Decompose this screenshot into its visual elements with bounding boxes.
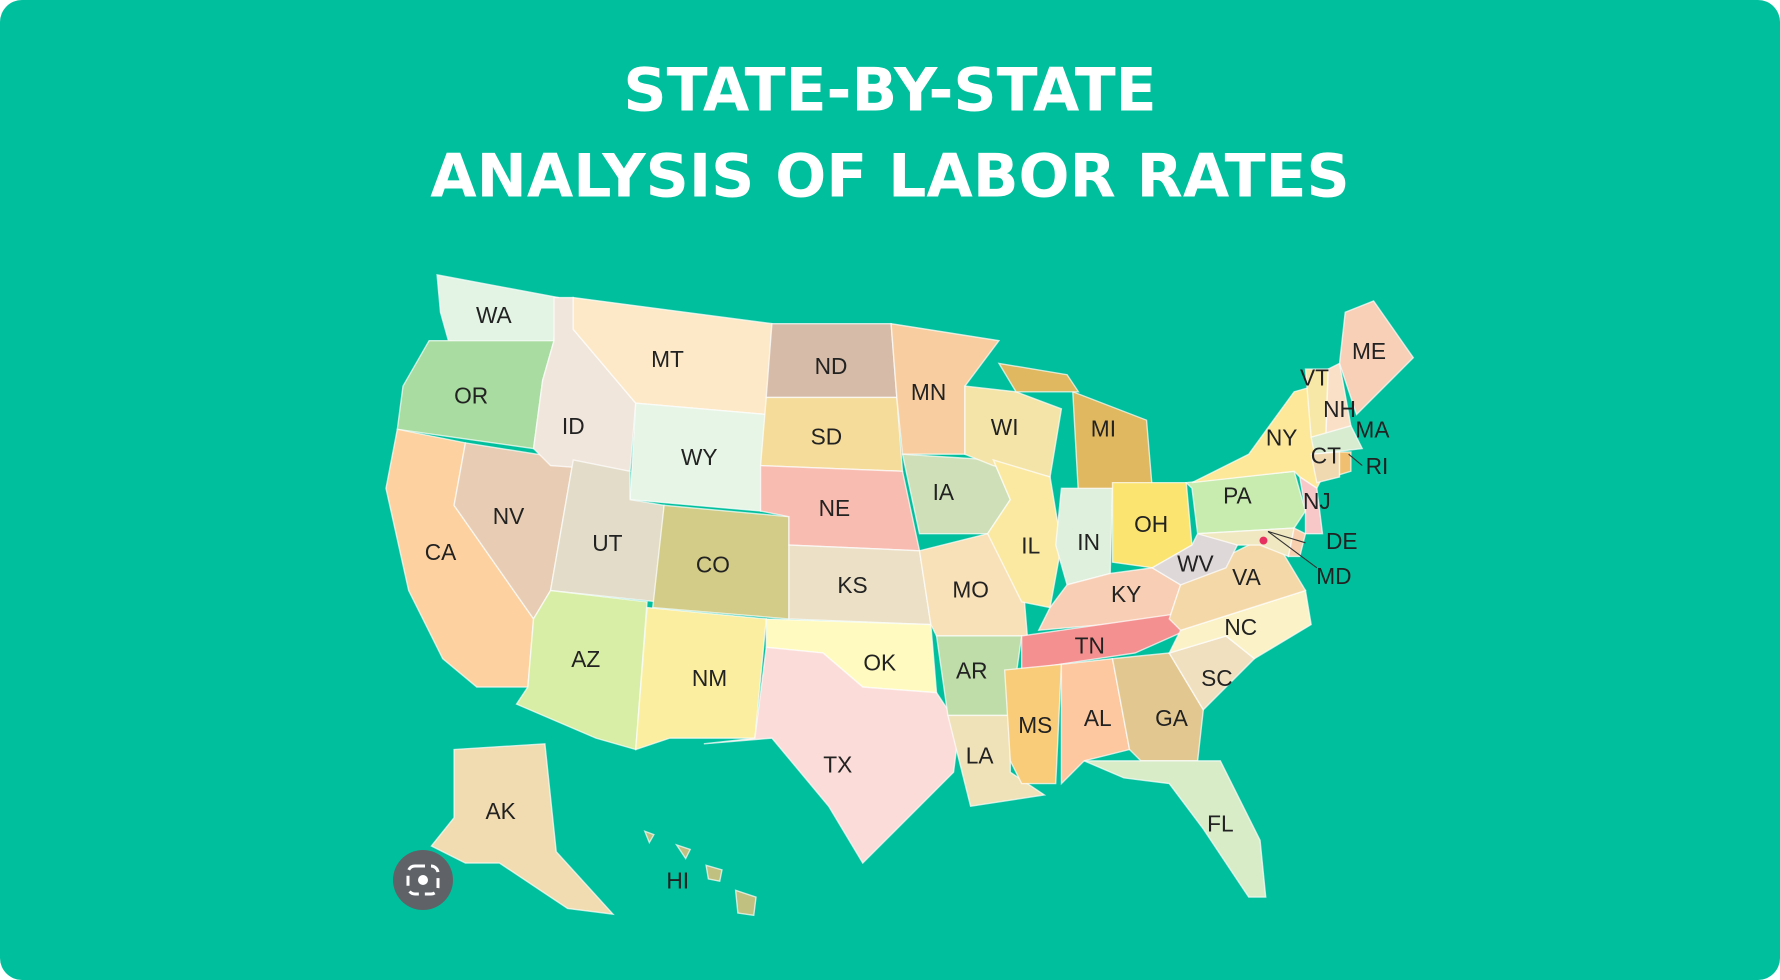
state-shape xyxy=(1072,390,1153,495)
lens-icon-dot xyxy=(418,875,428,885)
lens-icon xyxy=(406,864,440,896)
state-label: GA xyxy=(1155,705,1189,731)
state-label: OH xyxy=(1134,511,1168,537)
state-label: SC xyxy=(1201,665,1233,691)
state-label: NY xyxy=(1266,424,1298,450)
state-shape xyxy=(1083,760,1267,898)
state xyxy=(1083,760,1267,898)
state-label: CT xyxy=(1311,443,1341,469)
state-shape xyxy=(634,606,768,751)
state-label: OK xyxy=(863,649,896,675)
state-shape xyxy=(986,458,1063,609)
state-label: WV xyxy=(1177,551,1214,577)
state-label: CO xyxy=(696,552,730,578)
state-shape xyxy=(705,864,723,883)
state xyxy=(1003,663,1063,785)
state-shape xyxy=(1310,425,1364,455)
state-shape xyxy=(1310,451,1341,484)
state-label: NV xyxy=(493,503,525,529)
state-shape xyxy=(1060,657,1131,786)
state xyxy=(1338,300,1415,416)
state-shape xyxy=(1020,612,1188,671)
state-label: NC xyxy=(1224,614,1257,640)
state-label: AK xyxy=(485,798,515,824)
state-label: AZ xyxy=(571,646,600,672)
state-label: FL xyxy=(1207,811,1233,837)
state-label: MS xyxy=(1018,712,1052,738)
state xyxy=(1338,451,1352,476)
state-label: MO xyxy=(952,577,989,603)
state-label: WI xyxy=(991,414,1019,440)
state-label: DE xyxy=(1326,528,1358,554)
state xyxy=(643,830,757,917)
state-label: KY xyxy=(1111,581,1141,607)
state-shape xyxy=(1298,475,1324,535)
state-label: IL xyxy=(1021,532,1040,558)
state-label: AR xyxy=(956,657,988,683)
state-label: IA xyxy=(933,479,955,505)
state-label: MT xyxy=(651,346,684,372)
state-label: NH xyxy=(1323,396,1356,422)
title-line: STATE-BY-STATE xyxy=(623,56,1156,126)
state-label: NM xyxy=(692,665,727,691)
state-label: OR xyxy=(454,382,488,408)
state-shape xyxy=(1338,300,1415,416)
state-label: MD xyxy=(1316,563,1351,589)
state xyxy=(997,362,1153,495)
state-shape xyxy=(1197,527,1295,558)
state-shape xyxy=(1338,451,1352,476)
state-label: NE xyxy=(819,495,851,521)
state xyxy=(1310,425,1364,455)
state-shape xyxy=(734,889,757,917)
state-label: NJ xyxy=(1303,488,1331,514)
state xyxy=(1310,451,1341,484)
title-line: ANALYSIS OF LABOR RATES xyxy=(430,142,1350,212)
state-label: VT xyxy=(1300,364,1329,390)
state-label: MI xyxy=(1091,415,1116,441)
state-shape xyxy=(997,362,1080,393)
state xyxy=(986,458,1063,609)
state-label: WA xyxy=(476,302,513,328)
leader-line xyxy=(1348,453,1363,467)
state xyxy=(1020,612,1188,671)
state-label: HI xyxy=(666,867,689,893)
state-label: IN xyxy=(1077,529,1100,555)
leader-line xyxy=(1267,530,1306,544)
state-label: VA xyxy=(1232,564,1261,590)
state-shape xyxy=(430,743,615,916)
state-shape xyxy=(703,646,960,865)
state-shape xyxy=(1003,663,1063,785)
state-label: AL xyxy=(1084,705,1112,731)
state-label: KS xyxy=(837,572,867,598)
us-map: WA OR CA NV ID MT WY UT AZ CO NM ND SD NE KS OK TX MN IA MO… xyxy=(385,273,1415,917)
state-label: WY xyxy=(681,444,718,470)
state-label: RI xyxy=(1366,453,1389,479)
state-label: MN xyxy=(911,379,946,405)
state xyxy=(1197,527,1295,558)
state xyxy=(430,743,615,916)
lens-button[interactable] xyxy=(393,850,453,910)
state xyxy=(634,606,768,751)
dc-dot xyxy=(1259,536,1268,545)
state xyxy=(1060,657,1131,786)
state-label: TN xyxy=(1075,632,1105,658)
state-label: LA xyxy=(966,742,995,768)
state-shape xyxy=(643,830,655,845)
state-label: CA xyxy=(425,539,457,565)
leader-line xyxy=(1267,531,1318,569)
state-label: PA xyxy=(1223,482,1252,508)
state-label: ID xyxy=(562,413,585,439)
state xyxy=(703,646,960,865)
state-label: UT xyxy=(592,530,622,556)
state-label: TX xyxy=(823,752,852,778)
state xyxy=(1298,475,1324,535)
state-label: MA xyxy=(1355,417,1390,443)
state-label: SD xyxy=(811,423,843,449)
state-label: ME xyxy=(1352,338,1386,364)
state-label: ND xyxy=(815,353,848,379)
state-shape xyxy=(674,843,692,860)
